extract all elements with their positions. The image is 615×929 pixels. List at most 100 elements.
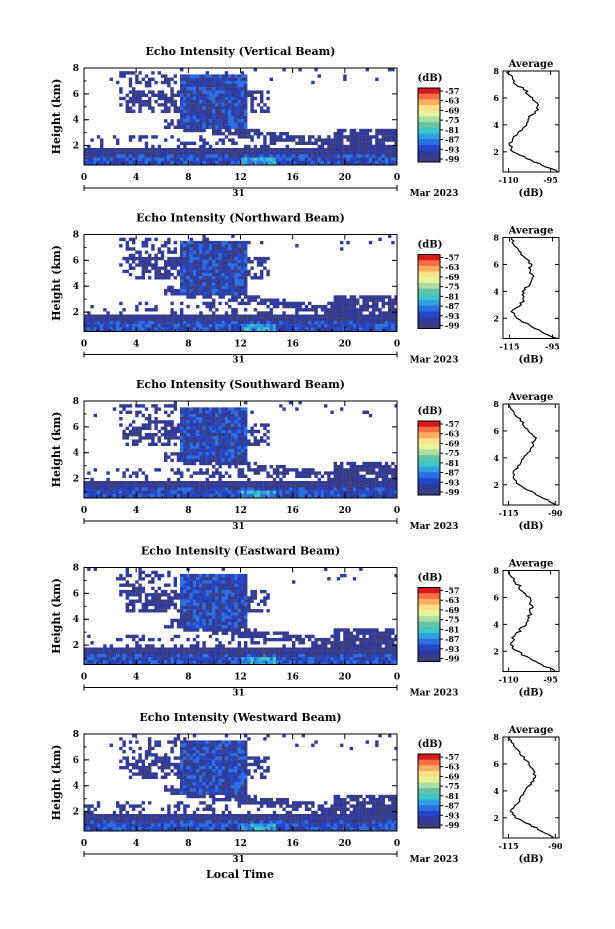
colorbar-swatch: [418, 139, 440, 146]
x-tick-label: 4: [133, 839, 139, 849]
average-title: Average: [508, 59, 554, 70]
colorbar-tick-label: -93: [445, 477, 460, 487]
colorbar-frame: [417, 420, 441, 496]
x-tick-label: 0: [394, 173, 400, 183]
colorbar-swatch: [418, 489, 440, 496]
y-tick-label: 4: [73, 782, 79, 792]
colorbar-swatch: [418, 317, 440, 324]
x-tick-label: 4: [133, 173, 139, 183]
colorbar-swatch: [418, 483, 440, 490]
colorbar-tick-label: -99: [445, 154, 460, 164]
avg-y-tick-label: 2: [493, 646, 499, 656]
y-tick-label: 8: [73, 397, 79, 407]
average-x-title: (dB): [519, 688, 544, 699]
average-profile-line: [507, 570, 556, 672]
x-tick-label: 8: [185, 839, 191, 849]
y-tick-label: 8: [73, 231, 79, 241]
avg-y-tick-label: 8: [493, 566, 499, 576]
colorbar-tick-label: -57: [445, 419, 459, 429]
colorbar-swatch: [418, 294, 440, 301]
average-profile-line: [507, 736, 555, 839]
avg-x-tick-label: -95: [545, 342, 559, 352]
y-tick-label: 8: [73, 64, 79, 74]
date-label: Mar 2023: [410, 189, 459, 199]
colorbar-swatch: [418, 282, 440, 290]
colorbar-tick-label: -93: [445, 311, 460, 321]
colorbar-swatch: [418, 322, 440, 329]
heatmap-cells: [84, 401, 397, 498]
x-tick-label: 0: [81, 173, 87, 183]
colorbar-swatch: [418, 604, 440, 611]
colorbar-swatch: [418, 443, 440, 450]
avg-y-tick-label: 2: [493, 480, 499, 490]
colorbar-tick-label: -81: [445, 291, 459, 301]
x-tick-label: 12: [234, 506, 247, 516]
colorbar-tick-label: -81: [445, 624, 459, 634]
y-axis-title: Height (km): [50, 79, 63, 155]
average-x-title: (dB): [519, 355, 544, 366]
avg-y-tick-label: 6: [493, 93, 499, 103]
y-tick-label: 6: [73, 90, 79, 100]
x-tick-label: 0: [81, 673, 87, 683]
colorbar-tick-label: -99: [445, 820, 460, 830]
colorbar-swatch: [418, 449, 440, 456]
colorbar-swatch: [418, 88, 440, 95]
colorbar-unit: (dB): [418, 406, 443, 417]
avg-y-tick-label: 2: [493, 813, 499, 823]
colorbar-swatch: [418, 771, 440, 778]
panel-4: Echo Intensity (Westward Beam) Height (km…: [50, 711, 563, 865]
avg-y-tick-label: 8: [493, 66, 499, 76]
colorbar-swatch: [418, 793, 440, 800]
avg-x-tick-label: -95: [543, 175, 557, 185]
colorbar-swatch: [418, 816, 440, 823]
colorbar-tick-label: -63: [445, 96, 460, 106]
colorbar-unit: (dB): [418, 240, 443, 251]
y-axis-title: Height (km): [50, 412, 63, 488]
avg-y-tick-label: 8: [493, 732, 499, 742]
colorbar-unit: (dB): [418, 739, 443, 750]
x-axis-title: Local Time: [206, 868, 274, 881]
colorbar-swatch: [418, 615, 440, 623]
colorbar-swatch: [418, 644, 440, 651]
day-label: 31: [232, 689, 245, 699]
x-tick-label: 16: [286, 673, 299, 683]
x-tick-label: 4: [133, 673, 139, 683]
average-title: Average: [508, 392, 554, 403]
y-tick-label: 6: [73, 423, 79, 433]
day-label: 31: [232, 356, 245, 366]
avg-x-tick-label: -115: [499, 342, 519, 352]
colorbar-swatch: [418, 156, 440, 163]
colorbar-swatch: [418, 254, 440, 261]
colorbar-swatch: [418, 759, 440, 766]
colorbar-tick-label: -69: [445, 605, 460, 615]
heatmap-cells: [84, 68, 397, 165]
avg-y-tick-label: 6: [493, 759, 499, 769]
colorbar-tick-label: -57: [445, 86, 459, 96]
avg-x-tick-label: -115: [499, 508, 519, 518]
y-tick-label: 4: [73, 116, 79, 126]
average-title: Average: [508, 226, 554, 237]
panel-2: Echo Intensity (Southward Beam) Height (k…: [50, 378, 563, 532]
date-label: Mar 2023: [410, 356, 459, 366]
avg-y-tick-label: 4: [493, 786, 499, 796]
colorbar-swatch: [418, 776, 440, 783]
colorbar-frame: [417, 254, 441, 329]
colorbar-swatch: [418, 288, 440, 295]
avg-x-tick-label: -110: [499, 175, 519, 185]
average-profile-line: [506, 70, 559, 173]
x-tick-label: 12: [234, 173, 247, 183]
panel-title: Echo Intensity (Northward Beam): [136, 212, 345, 225]
avg-y-tick-label: 4: [493, 453, 499, 463]
colorbar-swatch: [418, 788, 440, 795]
x-tick-label: 16: [286, 839, 299, 849]
colorbar-swatch: [418, 822, 440, 829]
colorbar-tick-label: -57: [445, 253, 459, 263]
date-label: Mar 2023: [410, 689, 459, 699]
colorbar-swatch: [418, 655, 440, 662]
colorbar-swatch: [418, 610, 440, 617]
colorbar-frame: [417, 87, 441, 163]
colorbar-swatch: [418, 472, 440, 479]
x-tick-label: 0: [394, 340, 400, 350]
x-tick-label: 0: [81, 506, 87, 516]
x-tick-label: 12: [234, 673, 247, 683]
